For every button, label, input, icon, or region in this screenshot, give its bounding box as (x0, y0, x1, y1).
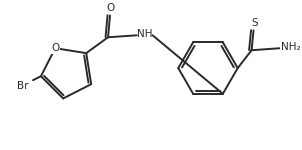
Text: NH₂: NH₂ (281, 42, 301, 52)
Text: NH: NH (137, 29, 153, 39)
Text: Br: Br (17, 81, 29, 91)
Text: O: O (51, 43, 59, 53)
Text: S: S (251, 18, 258, 27)
Text: O: O (106, 3, 114, 13)
